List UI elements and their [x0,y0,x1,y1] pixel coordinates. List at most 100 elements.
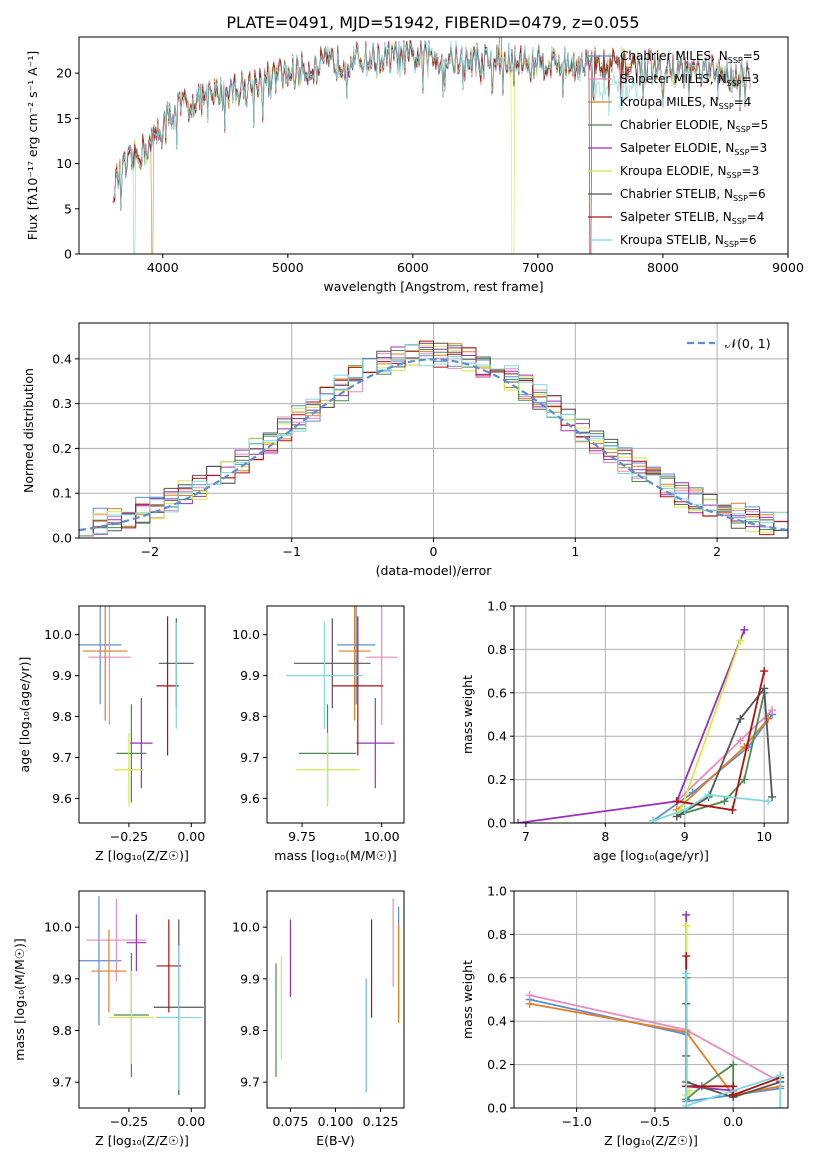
spectrum-axes: 4000 5000 6000 7000 8000 9000 0 5 10 15 20 waveleng… [25,51,804,294]
point-marker-chabrier_elodie [740,775,749,784]
legend-label: Chabrier ELODIE, NSSP=5 [620,118,768,134]
mass-vs-ebv-axes: 0.075 0.100 0.125 9.7 9.8 9.9 10.0 E(B-V) [232,920,398,1148]
point-marker-salpeter_stelib [729,1082,738,1091]
x-tick-label: 9.75 [288,829,316,844]
line-series-kroupa_miles [529,1002,781,1096]
point-marker-kroupa_stelib [648,816,657,823]
y-tick-label: 9.9 [52,971,72,986]
point-marker-chabrier_elodie [729,1060,738,1069]
x-axis-label: Z [log₁₀(Z/Z☉)] [95,848,189,863]
histogram-frame [78,322,789,539]
legend-subscript: SSP [728,56,743,65]
y-tick-label: 20 [56,66,72,81]
legend-text: Salpeter STELIB, N [620,210,732,224]
x-tick-label: 10.00 [364,829,400,844]
x-tick-label: −0.25 [110,1114,148,1129]
legend-label: Salpeter ELODIE, NSSP=3 [620,141,767,157]
x-tick-label: −0.25 [110,829,148,844]
mass-weight-vs-age-series [514,625,777,823]
line-series-kroupa_stelib [685,973,782,1108]
y-tick-label: 0.2 [487,772,507,787]
legend-label: Salpeter MILES, NSSP=3 [620,72,759,88]
line-series-kroupa_stelib [652,793,769,822]
y-tick-label: 9.8 [240,1023,260,1038]
x-tick-label: 5000 [272,260,304,275]
x-tick-label: 9000 [772,260,804,275]
age-vs-z-axes: −0.25 0.00 9.6 9.7 9.8 9.9 10.0 Z [log₁₀(Z/Z☉)]… [17,627,205,863]
mass-vs-ebv-errorbars [275,898,400,1093]
mass-vs-z-axes: −0.25 0.00 9.7 9.8 9.9 10.0 Z [log₁₀(Z/Z☉)] mas… [12,920,205,1148]
y-tick-label: 10.0 [232,627,260,642]
point-marker-salpeter_stelib [729,1090,738,1099]
x-tick-label: 4000 [147,260,179,275]
x-tick-label: 9 [681,829,689,844]
legend-label: Kroupa STELIB, NSSP=6 [620,233,757,249]
point-marker-kroupa_stelib [682,969,691,978]
point-marker-kroupa_stelib [682,1101,691,1108]
y-axis-label: age [log₁₀(age/yr)] [17,657,32,773]
gaussian-reference-curve [78,358,789,532]
y-tick-label: 9.9 [240,668,260,683]
legend-text: Kroupa MILES, N [620,95,719,109]
spectrum-lines [112,37,751,254]
point-marker-chabrier_elodie [720,797,729,806]
legend-subscript: SSP [736,125,751,134]
age-vs-mass-axes: 9.75 10.00 9.6 9.7 9.8 9.9 10.0 mass [log₁₀(M/M… [232,627,399,863]
y-tick-label: 9.7 [52,750,72,765]
legend-count: =3 [742,72,760,86]
x-axis-label: (data-model)/error [376,563,493,578]
x-tick-label: 8000 [647,260,679,275]
point-marker-salpeter_stelib [682,952,691,961]
point-marker-kroupa_stelib [704,790,713,799]
x-tick-label: 8 [601,829,609,844]
age-vs-mass-errorbars [286,606,398,807]
y-axis-label: Flux [fλ10⁻¹⁷ erg cm⁻² s⁻¹ A⁻¹] [25,51,40,240]
y-tick-label: 0.6 [487,685,507,700]
y-tick-label: 0.8 [487,927,507,942]
x-axis-label: E(B-V) [316,1133,355,1148]
point-marker-salpeter_elodie [514,819,522,823]
y-tick-label: 1.0 [487,884,507,899]
y-tick-label: 0.4 [52,351,72,366]
y-axis-label: mass weight [460,960,475,1039]
x-tick-label: 0.075 [273,1114,309,1129]
mass-weight-vs-z-axes: −1.0 −0.5 0.0 0.0 0.2 0.4 0.6 0.8 1.0 Z [log₁₀(Z/… [460,884,788,1148]
legend-text: Salpeter ELODIE, N [620,141,734,155]
mass-weight-vs-z-series [525,910,785,1108]
y-axis-label: mass [log₁₀(M/M☉)] [12,938,27,1060]
gaussian-legend-label: 𝒩(0, 1) [725,336,771,351]
point-marker-salpeter_elodie [682,910,691,919]
y-tick-label: 15 [56,111,72,126]
figure-title: PLATE=0491, MJD=51942, FIBERID=0479, z=0… [226,13,639,32]
mass-vs-z-errorbars [79,896,204,1096]
y-tick-label: 10 [56,156,72,171]
y-tick-label: 9.6 [52,791,72,806]
y-tick-label: 0.1 [52,486,72,501]
point-marker-chabrier_stelib [736,714,745,723]
legend-subscript: SSP [732,217,747,226]
point-marker-salpeter_miles [525,991,534,1000]
y-tick-label: 9.6 [240,791,260,806]
point-marker-salpeter_stelib [728,805,737,814]
x-tick-label: 6000 [397,260,429,275]
x-axis-label: Z [log₁₀(Z/Z☉)] [95,1133,189,1148]
y-tick-label: 0.8 [487,642,507,657]
y-tick-label: 9.8 [52,1023,72,1038]
spectrum-frame [78,36,789,255]
y-tick-label: 10.0 [44,627,72,642]
x-tick-label: 1 [571,544,579,559]
x-tick-label: 0 [430,544,438,559]
legend-subscript: SSP [719,102,734,111]
point-marker-salpeter_miles [736,736,745,745]
point-marker-kroupa_stelib [764,797,773,806]
legend-count: =5 [751,118,769,132]
x-tick-label: 2 [713,544,721,559]
legend-label: Kroupa MILES, NSSP=4 [620,95,751,111]
histogram-series-kroupa_stelib [79,343,788,537]
legend-text: Kroupa STELIB, N [620,233,724,247]
x-tick-label: 0.125 [363,1114,399,1129]
x-tick-label: −1.0 [561,1114,591,1129]
y-tick-label: 0.0 [487,1101,507,1116]
point-marker-chabrier_stelib [672,812,681,821]
legend-label: Kroupa ELODIE, NSSP=3 [620,164,759,180]
